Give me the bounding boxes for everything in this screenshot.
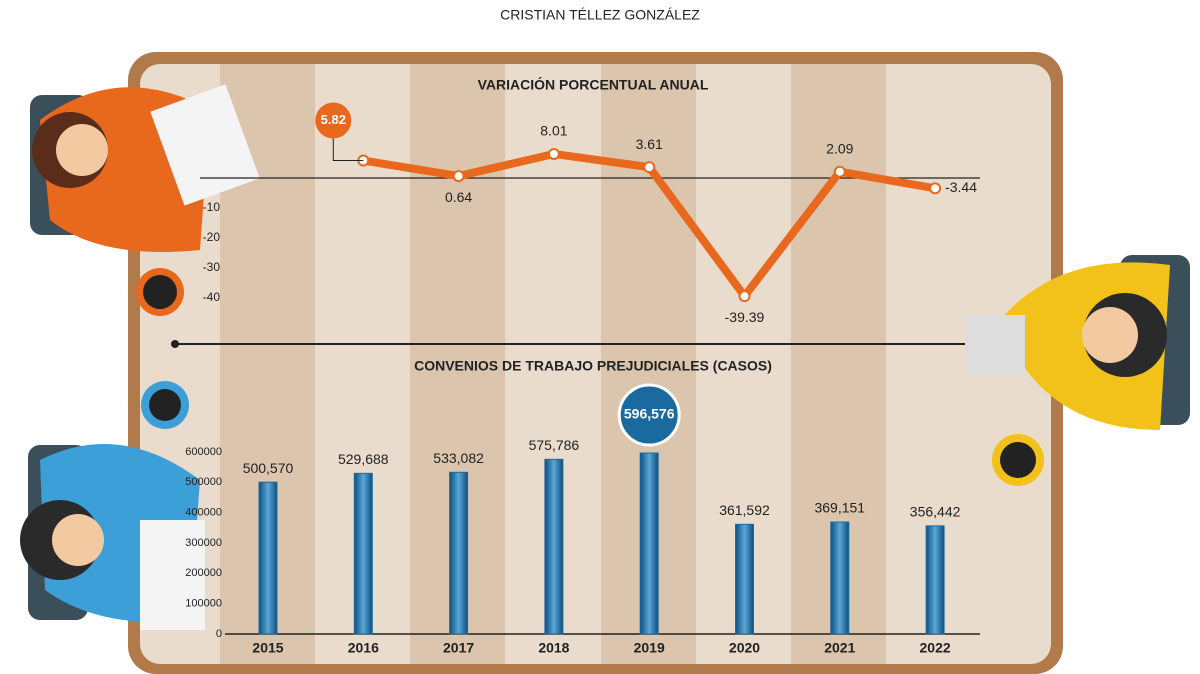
point	[738, 290, 751, 303]
y-tick-label: 0	[216, 628, 222, 640]
person-blue	[20, 381, 205, 630]
bar	[830, 521, 850, 635]
point	[833, 165, 846, 178]
bar	[449, 471, 469, 635]
highlight-badge	[617, 383, 681, 447]
bar	[544, 458, 564, 635]
y-tick-label: 200000	[185, 567, 222, 579]
x-tick-label: 2015	[252, 640, 283, 656]
y-tick-label: 500000	[185, 476, 222, 488]
data-label: 596,576	[624, 406, 675, 422]
x-tick-label: 2020	[729, 640, 760, 656]
bar	[735, 523, 754, 635]
author: CRISTIAN TÉLLEZ GONZÁLEZ	[500, 7, 700, 23]
point	[547, 147, 560, 160]
person-yellow	[965, 255, 1190, 486]
x-tick-label: 2022	[920, 640, 951, 656]
x-tick-label: 2021	[824, 640, 855, 656]
data-label: 2.09	[826, 140, 853, 156]
x-tick-label: 2018	[538, 640, 569, 656]
data-label: -39.39	[725, 309, 765, 325]
y-tick-label: 600000	[185, 446, 222, 458]
x-tick-label: 2016	[348, 640, 379, 656]
data-label: 0.64	[445, 189, 472, 205]
x-tick-label: 2017	[443, 640, 474, 656]
bar	[258, 481, 278, 635]
y-tick-label: 400000	[185, 507, 222, 519]
point	[929, 182, 942, 195]
data-label: 575,786	[529, 437, 580, 453]
bar-title: CONVENIOS DE TRABAJO PREJUDICIALES (CASO…	[414, 358, 772, 374]
point	[643, 161, 656, 174]
data-label: -3.44	[945, 179, 977, 195]
bar	[639, 452, 659, 635]
bar	[353, 472, 373, 635]
data-label: 533,082	[433, 450, 484, 466]
person-orange	[30, 84, 260, 252]
y-tick-label: -10	[203, 200, 221, 214]
y-tick-label: 100000	[185, 598, 222, 610]
data-label: 356,442	[910, 504, 961, 520]
y-tick-label: -30	[203, 260, 221, 274]
y-tick-label: -40	[203, 290, 221, 304]
line-title: VARIACIÓN PORCENTUAL ANUAL	[478, 76, 709, 93]
data-label: 5.82	[321, 112, 346, 127]
y-tick-label: -20	[203, 230, 221, 244]
badge	[315, 102, 352, 139]
data-label: 529,688	[338, 451, 389, 467]
divider-dot	[171, 340, 179, 348]
data-label: 500,570	[243, 460, 294, 476]
data-label: 3.61	[636, 136, 663, 152]
x-tick-label: 2019	[634, 640, 665, 656]
data-label: 369,151	[814, 500, 865, 516]
y-tick-label: 300000	[185, 537, 222, 549]
point	[452, 170, 465, 183]
data-label: 8.01	[540, 123, 567, 139]
bar	[925, 525, 945, 635]
data-label: 361,592	[719, 502, 770, 518]
coffee	[143, 275, 177, 309]
